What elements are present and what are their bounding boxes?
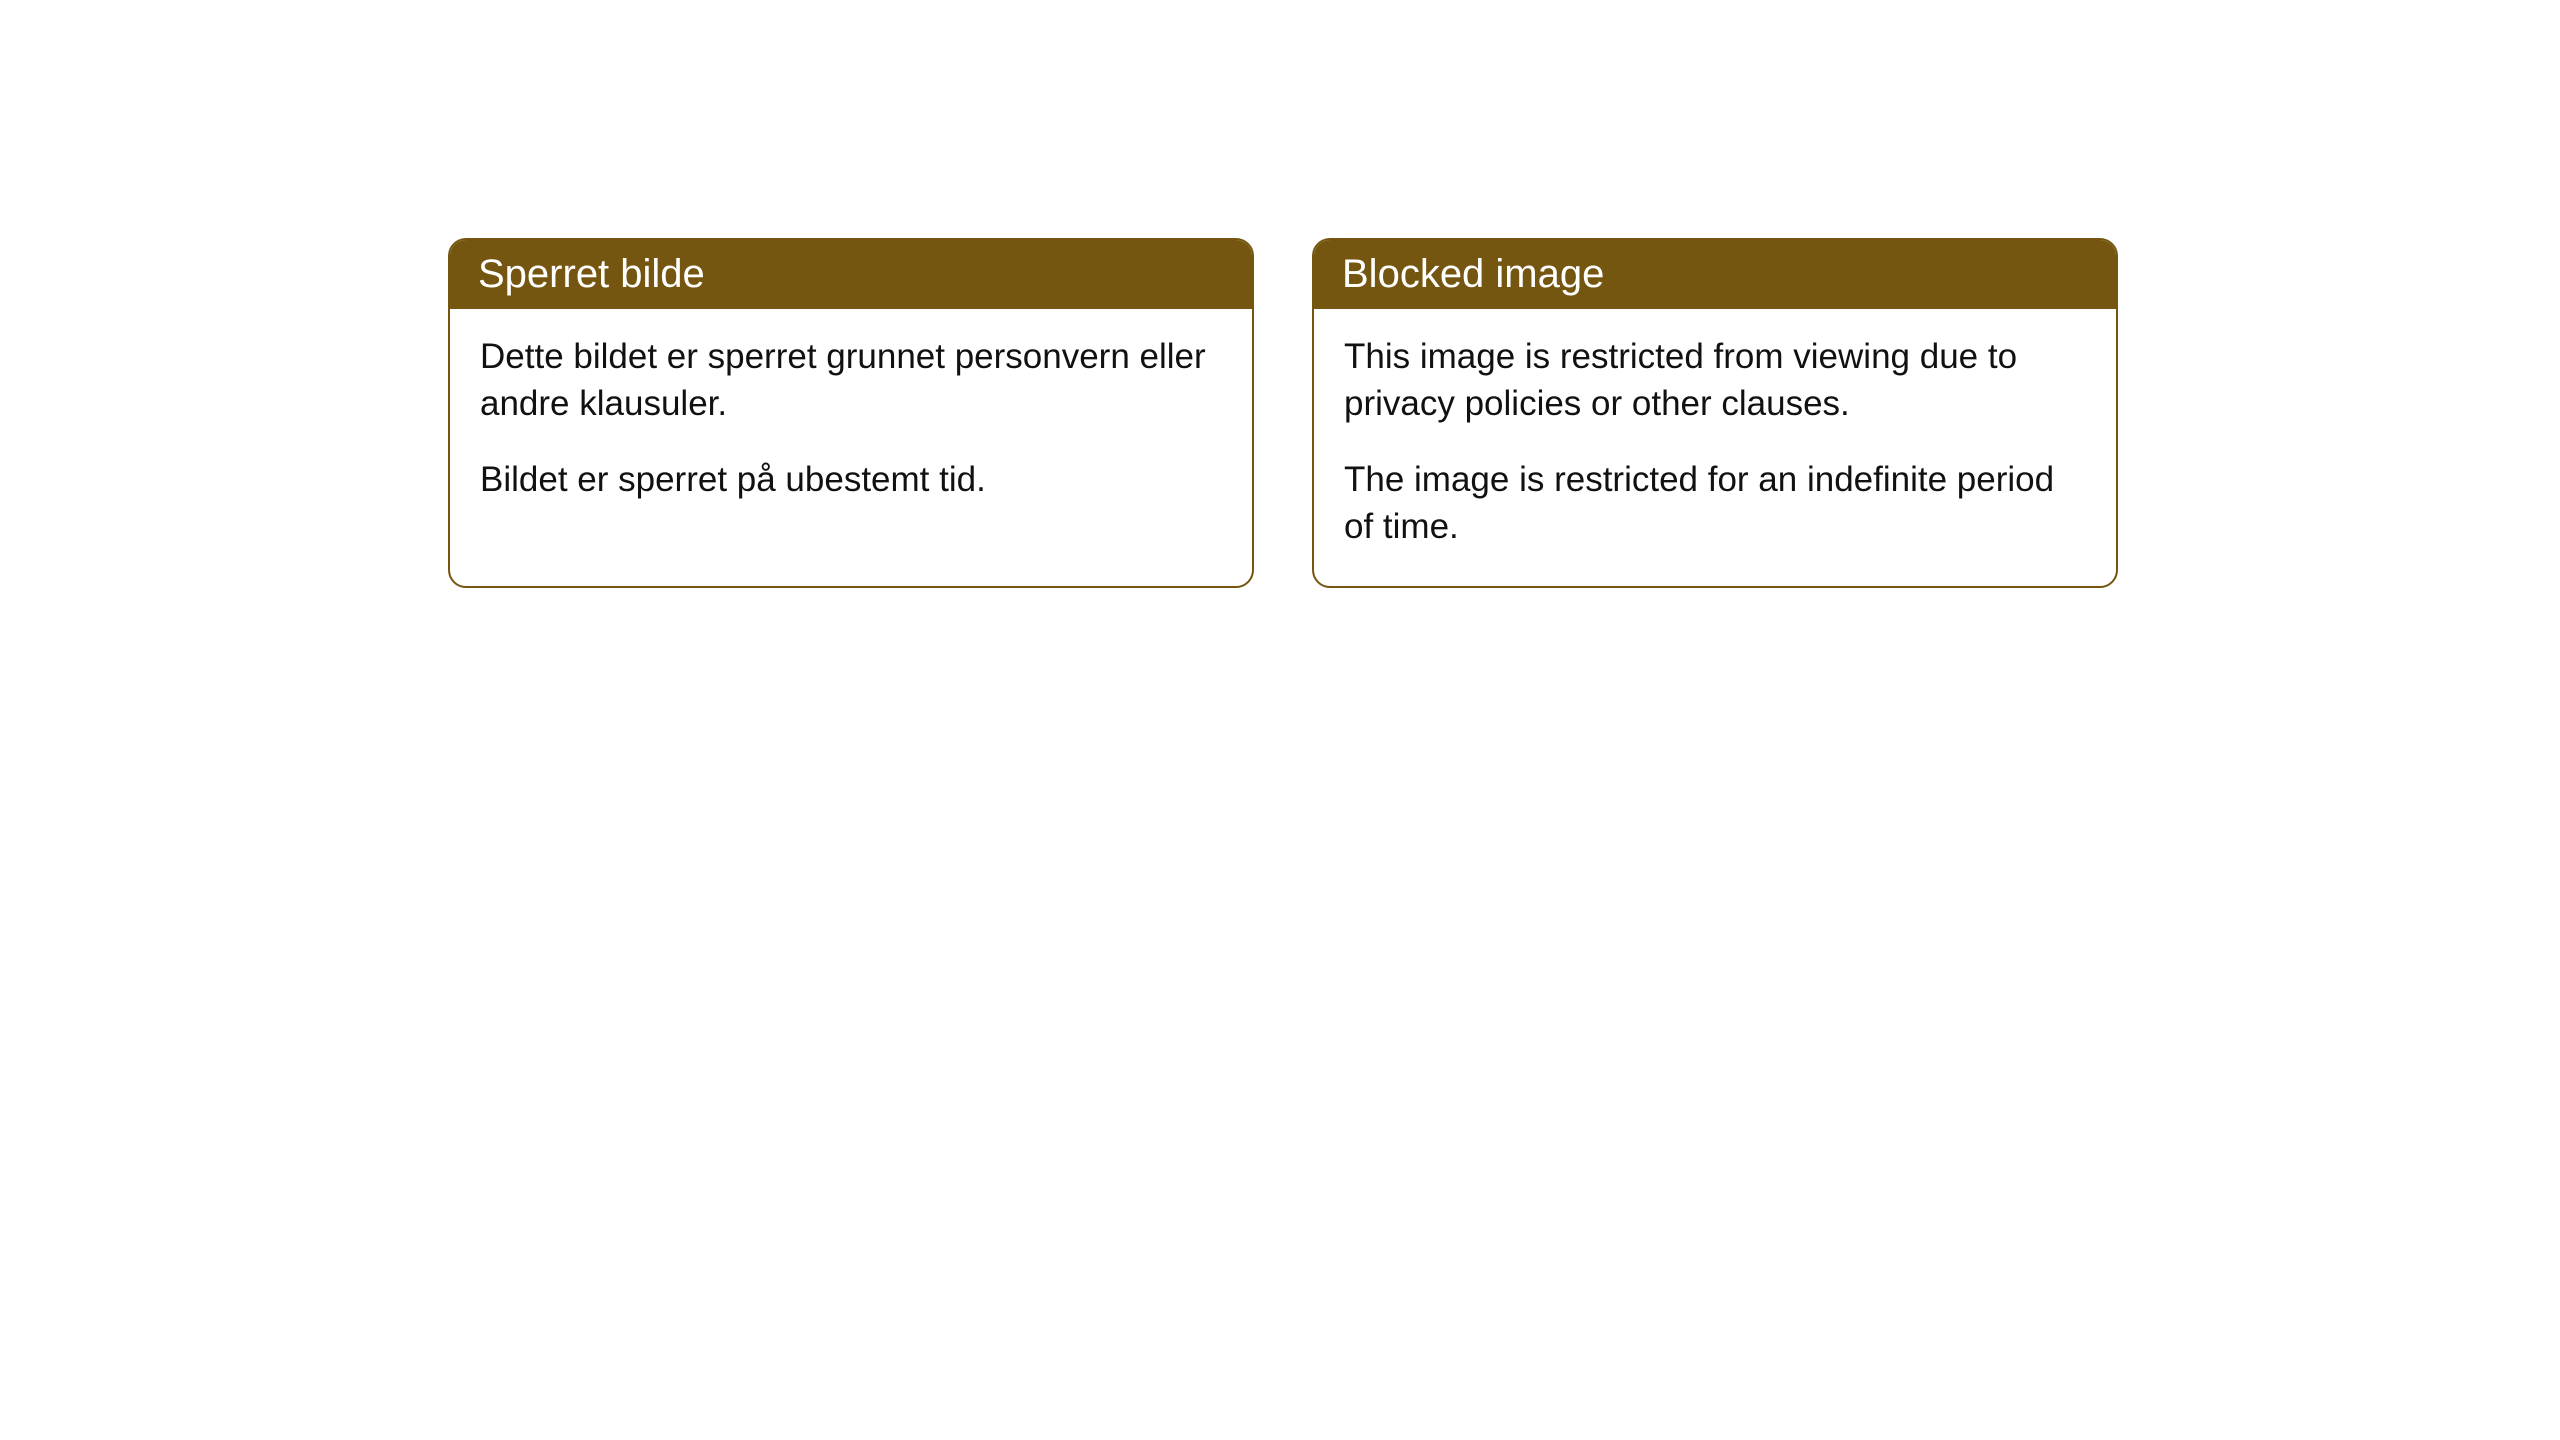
card-header: Sperret bilde [450, 240, 1252, 309]
card-paragraph: This image is restricted from viewing du… [1344, 333, 2086, 428]
card-body: Dette bildet er sperret grunnet personve… [450, 309, 1252, 539]
card-header: Blocked image [1314, 240, 2116, 309]
notice-card-english: Blocked image This image is restricted f… [1312, 238, 2118, 588]
card-title: Blocked image [1342, 252, 1604, 296]
card-body: This image is restricted from viewing du… [1314, 309, 2116, 586]
card-paragraph: Dette bildet er sperret grunnet personve… [480, 333, 1222, 428]
card-paragraph: Bildet er sperret på ubestemt tid. [480, 456, 1222, 503]
card-paragraph: The image is restricted for an indefinit… [1344, 456, 2086, 551]
card-title: Sperret bilde [478, 252, 705, 296]
notice-card-norwegian: Sperret bilde Dette bildet er sperret gr… [448, 238, 1254, 588]
notice-cards-container: Sperret bilde Dette bildet er sperret gr… [448, 238, 2118, 588]
